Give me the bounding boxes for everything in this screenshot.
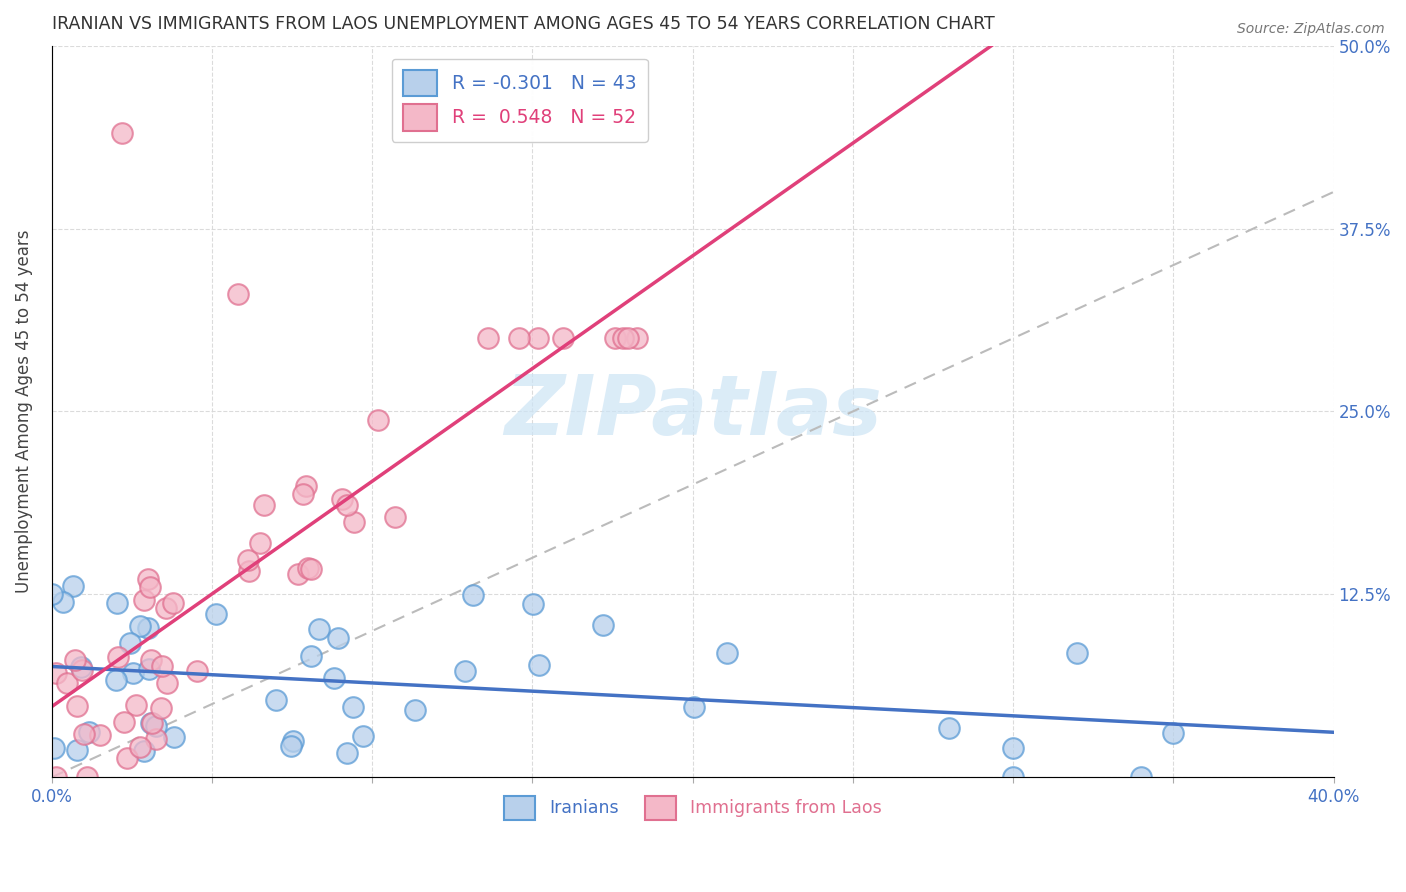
Point (1161, 726, 1184, 740)
Point (527, 331, 550, 345)
Point (1066, 646, 1088, 660)
Point (683, 699, 706, 714)
Point (120, 636, 142, 650)
Point (352, 729, 374, 743)
Point (115, 751, 138, 765)
Point (112, 714, 135, 729)
Point (89, 729, 111, 743)
Point (136, 572, 159, 586)
Point (522, 597, 544, 611)
Point (292, 487, 315, 501)
Point (77, 725, 100, 739)
Point (308, 622, 330, 636)
Text: Source: ZipAtlas.com: Source: ZipAtlas.com (1237, 22, 1385, 37)
Point (156, 676, 179, 690)
Point (283, 734, 305, 748)
Point (128, 619, 150, 633)
Point (716, 646, 738, 660)
Point (454, 664, 477, 678)
Point (66, 742, 89, 756)
Point (249, 536, 271, 550)
Point (297, 561, 319, 575)
Point (141, 715, 163, 730)
Legend: Iranians, Immigrants from Laos: Iranians, Immigrants from Laos (496, 789, 889, 827)
Point (63, 652, 86, 666)
Point (238, 564, 260, 578)
Point (69, 660, 91, 674)
Point (73, 727, 96, 741)
Point (384, 509, 406, 524)
Point (299, 561, 322, 575)
Point (603, 331, 626, 345)
Point (205, 607, 228, 621)
Point (129, 739, 152, 754)
Point (111, 127, 134, 141)
Point (76, 770, 98, 784)
Point (52, 595, 75, 609)
Point (336, 498, 359, 512)
Point (295, 479, 318, 493)
Point (149, 700, 172, 714)
Point (45, 770, 67, 784)
Point (139, 580, 162, 594)
Point (617, 331, 640, 345)
Text: ZIPatlas: ZIPatlas (503, 371, 882, 452)
Point (62, 579, 84, 593)
Point (136, 621, 159, 635)
Point (45, 665, 67, 680)
Point (404, 703, 426, 717)
Point (139, 716, 162, 731)
Point (508, 331, 530, 345)
Point (162, 596, 184, 610)
Point (107, 650, 129, 665)
Point (122, 665, 145, 680)
Point (125, 698, 148, 712)
Point (186, 664, 208, 678)
Point (287, 566, 309, 581)
Point (1002, 741, 1025, 756)
Point (226, 287, 249, 301)
Point (527, 658, 550, 673)
Point (145, 731, 167, 746)
Point (163, 730, 186, 744)
Point (330, 492, 353, 507)
Point (253, 498, 276, 512)
Point (328, 631, 350, 645)
Point (938, 722, 960, 736)
Point (44, 740, 66, 755)
Text: IRANIAN VS IMMIGRANTS FROM LAOS UNEMPLOYMENT AMONG AGES 45 TO 54 YEARS CORRELATI: IRANIAN VS IMMIGRANTS FROM LAOS UNEMPLOY… (52, 15, 994, 33)
Point (461, 588, 484, 602)
Point (1002, 770, 1025, 784)
Point (343, 516, 366, 530)
Point (342, 700, 364, 714)
Point (626, 331, 648, 345)
Point (138, 662, 160, 676)
Point (280, 739, 302, 753)
Point (323, 671, 346, 685)
Point (139, 653, 162, 667)
Point (551, 331, 574, 345)
Point (134, 744, 156, 758)
Point (477, 331, 499, 345)
Point (104, 673, 127, 687)
Point (592, 617, 614, 632)
Point (1130, 770, 1153, 784)
Point (612, 331, 634, 345)
Point (301, 649, 323, 664)
Point (145, 719, 167, 733)
Point (367, 413, 389, 427)
Point (105, 596, 128, 610)
Point (132, 593, 155, 607)
Point (55, 676, 77, 690)
Point (41, 587, 63, 601)
Point (150, 659, 173, 673)
Point (264, 692, 287, 706)
Point (236, 552, 259, 566)
Y-axis label: Unemployment Among Ages 45 to 54 years: Unemployment Among Ages 45 to 54 years (15, 230, 32, 593)
Point (65, 698, 87, 713)
Point (155, 601, 177, 615)
Point (72, 663, 94, 677)
Point (336, 746, 359, 760)
